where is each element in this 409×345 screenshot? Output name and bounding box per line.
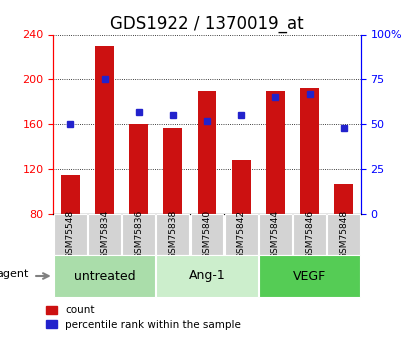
Legend: count, percentile rank within the sample: count, percentile rank within the sample — [46, 305, 240, 329]
FancyBboxPatch shape — [190, 214, 223, 255]
Text: GSM75840: GSM75840 — [202, 210, 211, 259]
Text: GSM75848: GSM75848 — [338, 210, 347, 259]
FancyBboxPatch shape — [292, 214, 325, 255]
Text: GSM75836: GSM75836 — [134, 210, 143, 259]
FancyBboxPatch shape — [54, 214, 87, 255]
Bar — [265, 90, 284, 214]
Text: GSM75548: GSM75548 — [66, 210, 75, 259]
Bar — [129, 124, 148, 214]
Bar — [231, 160, 250, 214]
Text: GSM75838: GSM75838 — [168, 210, 177, 259]
Bar — [61, 175, 80, 214]
Text: agent: agent — [0, 269, 29, 279]
Bar — [197, 90, 216, 214]
Bar — [299, 88, 318, 214]
FancyBboxPatch shape — [326, 214, 359, 255]
Text: untreated: untreated — [74, 269, 135, 283]
FancyBboxPatch shape — [88, 214, 121, 255]
Text: GSM75834: GSM75834 — [100, 210, 109, 259]
Text: Ang-1: Ang-1 — [188, 269, 225, 283]
Bar — [333, 184, 352, 214]
FancyBboxPatch shape — [224, 214, 257, 255]
FancyBboxPatch shape — [156, 255, 257, 297]
FancyBboxPatch shape — [54, 255, 155, 297]
Bar — [95, 46, 114, 214]
FancyBboxPatch shape — [156, 214, 189, 255]
Text: GSM75844: GSM75844 — [270, 210, 279, 259]
Text: GSM75842: GSM75842 — [236, 210, 245, 259]
Title: GDS1922 / 1370019_at: GDS1922 / 1370019_at — [110, 15, 303, 33]
Bar — [163, 128, 182, 214]
Text: GSM75846: GSM75846 — [304, 210, 313, 259]
FancyBboxPatch shape — [122, 214, 155, 255]
FancyBboxPatch shape — [258, 255, 359, 297]
FancyBboxPatch shape — [258, 214, 291, 255]
Text: VEGF: VEGF — [292, 269, 326, 283]
